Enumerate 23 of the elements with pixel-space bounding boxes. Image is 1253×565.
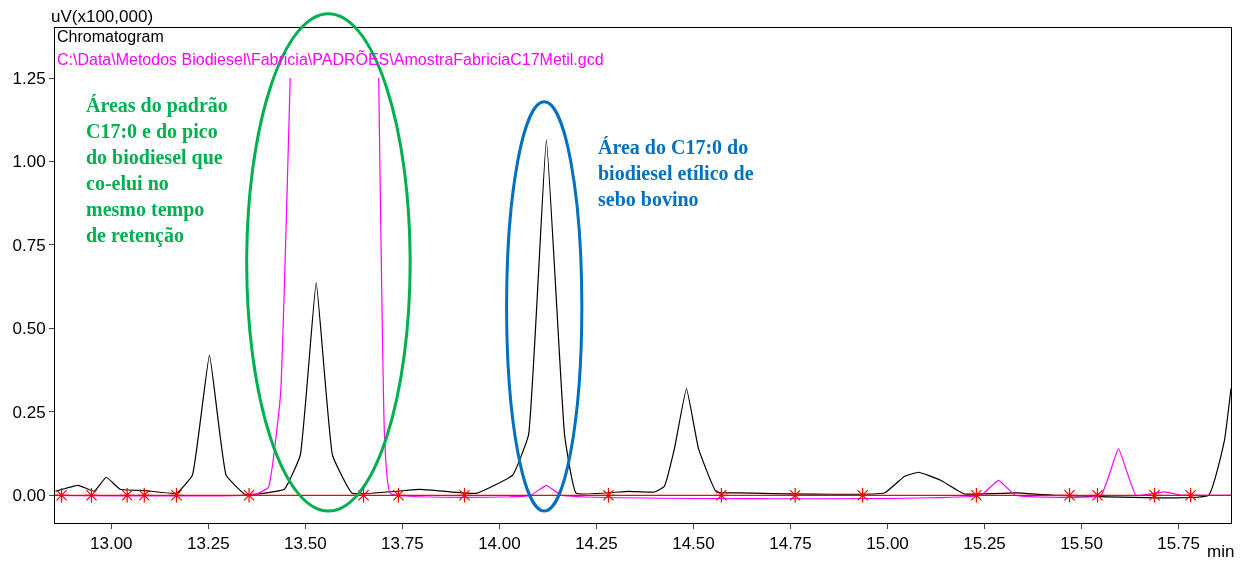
x-axis-title: min: [1207, 542, 1235, 561]
x-tick-label: 15.75: [1157, 534, 1200, 554]
x-tick-label: 13.25: [187, 534, 230, 554]
x-tick-label: 13.00: [90, 534, 133, 554]
x-tick-label: 14.00: [478, 534, 521, 554]
x-tick-label: 15.25: [963, 534, 1006, 554]
y-tick-label: 1.00: [12, 152, 46, 172]
x-tick-label: 13.75: [381, 534, 424, 554]
annotation: Áreas do padrão C17:0 e do pico do biodiesel que co-elui no mesmo tempo de retenção: [86, 94, 228, 247]
y-axis-title: uV(x100,000): [51, 7, 154, 26]
y-tick-label: 0.75: [12, 235, 46, 255]
x-tick-label: 15.00: [866, 534, 909, 554]
x-tick-label: 13.50: [284, 534, 327, 554]
x-tick-label: 14.25: [575, 534, 618, 554]
x-tick-label: 15.50: [1060, 534, 1103, 554]
y-tick-label: 0.00: [12, 486, 46, 506]
annotation: Área do C17:0 do biodiesel etílico de sebo bovino: [598, 136, 754, 210]
x-tick-label: 14.75: [769, 534, 812, 554]
y-tick-label: 0.50: [12, 319, 46, 339]
x-tick-label: 14.50: [672, 534, 715, 554]
chart-title: Chromatogram: [57, 28, 164, 45]
y-tick-label: 0.25: [12, 402, 46, 422]
y-tick-label: 1.25: [12, 69, 46, 89]
